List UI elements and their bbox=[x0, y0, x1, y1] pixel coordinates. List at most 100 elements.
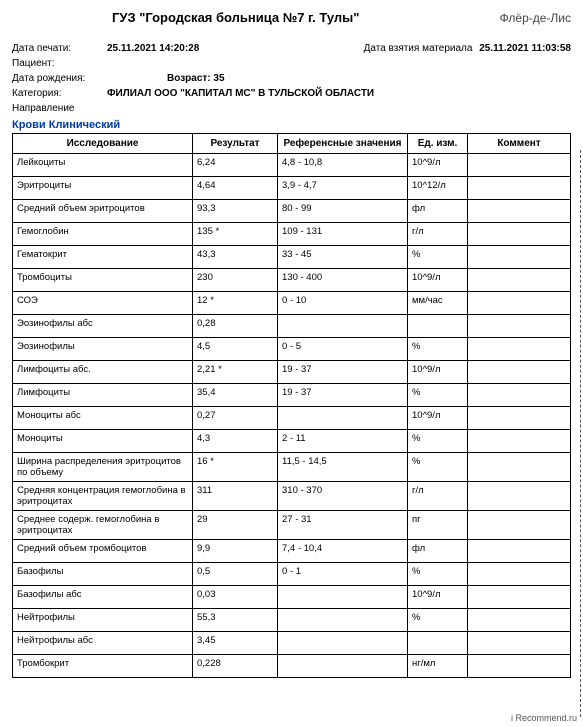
col-study: Исследование bbox=[13, 134, 193, 154]
cell bbox=[468, 453, 571, 482]
cell bbox=[468, 177, 571, 200]
cell: Тромбоциты bbox=[13, 269, 193, 292]
col-comment: Коммент bbox=[468, 134, 571, 154]
col-reference: Референсные значения bbox=[278, 134, 408, 154]
cell: % bbox=[408, 430, 468, 453]
cell bbox=[468, 407, 571, 430]
cell bbox=[278, 315, 408, 338]
cell: 310 - 370 bbox=[278, 482, 408, 511]
cell: г/л bbox=[408, 223, 468, 246]
cell: % bbox=[408, 338, 468, 361]
table-row: Гемоглобин135 *109 - 131г/л bbox=[13, 223, 571, 246]
cell: фл bbox=[408, 200, 468, 223]
cell: 311 bbox=[193, 482, 278, 511]
cell bbox=[468, 223, 571, 246]
watermark-top: Флёр-де-Лис bbox=[500, 11, 571, 25]
cell: 0,28 bbox=[193, 315, 278, 338]
cell: 0,228 bbox=[193, 655, 278, 678]
cell: Базофилы bbox=[13, 563, 193, 586]
cell: 0 - 10 bbox=[278, 292, 408, 315]
cell: 4,3 bbox=[193, 430, 278, 453]
cell: % bbox=[408, 453, 468, 482]
cell bbox=[468, 632, 571, 655]
category-value: ФИЛИАЛ ООО "КАПИТАЛ МС" В ТУЛЬСКОЙ ОБЛАС… bbox=[107, 88, 374, 99]
cell: Базофилы абс bbox=[13, 586, 193, 609]
cell: Эозинофилы bbox=[13, 338, 193, 361]
sample-date-label: Дата взятия материала bbox=[364, 43, 473, 54]
cell: мм/час bbox=[408, 292, 468, 315]
cell: Гематокрит bbox=[13, 246, 193, 269]
cell: Средний объем тромбоцитов bbox=[13, 540, 193, 563]
cell: Эритроциты bbox=[13, 177, 193, 200]
table-row: Тромбокрит0,228 нг/мл bbox=[13, 655, 571, 678]
cell: 0,03 bbox=[193, 586, 278, 609]
cell: 10^12/л bbox=[408, 177, 468, 200]
table-row: Базофилы0,50 - 1% bbox=[13, 563, 571, 586]
cell: 12 * bbox=[193, 292, 278, 315]
cell bbox=[468, 269, 571, 292]
cell: 10^9/л bbox=[408, 361, 468, 384]
cell: 10^9/л bbox=[408, 407, 468, 430]
table-row: Моноциты4,32 - 11% bbox=[13, 430, 571, 453]
cell bbox=[468, 292, 571, 315]
cell: 0,5 bbox=[193, 563, 278, 586]
print-date-label: Дата печати: bbox=[12, 43, 107, 54]
cell bbox=[468, 154, 571, 177]
cell bbox=[468, 609, 571, 632]
table-row: СОЭ12 *0 - 10мм/час bbox=[13, 292, 571, 315]
cell: 0,27 bbox=[193, 407, 278, 430]
cell bbox=[468, 655, 571, 678]
cell: Ширина распределения эритроцитов по объе… bbox=[13, 453, 193, 482]
patient-label: Пациент: bbox=[12, 58, 107, 69]
cell bbox=[468, 586, 571, 609]
direction-label: Направление bbox=[12, 103, 107, 114]
cell: Эозинофилы абс bbox=[13, 315, 193, 338]
cell: 4,5 bbox=[193, 338, 278, 361]
cell: Тромбокрит bbox=[13, 655, 193, 678]
cell bbox=[468, 200, 571, 223]
cell: % bbox=[408, 609, 468, 632]
cell: % bbox=[408, 563, 468, 586]
cell bbox=[278, 407, 408, 430]
cell: 6,24 bbox=[193, 154, 278, 177]
cell: 43,3 bbox=[193, 246, 278, 269]
cell: Нейтрофилы абс bbox=[13, 632, 193, 655]
cell: 93,3 bbox=[193, 200, 278, 223]
age-value: Возраст: 35 bbox=[167, 73, 225, 84]
table-row: Средний объем тромбоцитов9,97,4 - 10,4фл bbox=[13, 540, 571, 563]
cell: 33 - 45 bbox=[278, 246, 408, 269]
cell: Гемоглобин bbox=[13, 223, 193, 246]
col-unit: Ед. изм. bbox=[408, 134, 468, 154]
results-table: Исследование Результат Референсные значе… bbox=[12, 133, 571, 678]
cell: 35,4 bbox=[193, 384, 278, 407]
cell: 130 - 400 bbox=[278, 269, 408, 292]
cell: 230 bbox=[193, 269, 278, 292]
table-row: Лейкоциты6,244,8 - 10,810^9/л bbox=[13, 154, 571, 177]
section-title: Крови Клинический bbox=[12, 119, 571, 131]
cell bbox=[278, 632, 408, 655]
table-row: Ширина распределения эритроцитов по объе… bbox=[13, 453, 571, 482]
cell: 10^9/л bbox=[408, 586, 468, 609]
cell bbox=[468, 540, 571, 563]
cell: 27 - 31 bbox=[278, 511, 408, 540]
table-row: Лимфоциты абс.2,21 *19 - 3710^9/л bbox=[13, 361, 571, 384]
cell: 80 - 99 bbox=[278, 200, 408, 223]
cell bbox=[468, 430, 571, 453]
cell: Лимфоциты bbox=[13, 384, 193, 407]
footer-watermark: i Recommend.ru bbox=[511, 713, 577, 723]
table-row: Эозинофилы4,50 - 5% bbox=[13, 338, 571, 361]
table-row: Эозинофилы абс0,28 bbox=[13, 315, 571, 338]
cell: Лимфоциты абс. bbox=[13, 361, 193, 384]
cell: 9,9 bbox=[193, 540, 278, 563]
cell: Среднее содерж. гемоглобина в эритроцита… bbox=[13, 511, 193, 540]
cell: 19 - 37 bbox=[278, 384, 408, 407]
cell: нг/мл bbox=[408, 655, 468, 678]
page-cut-line bbox=[580, 150, 581, 717]
table-row: Моноциты абс0,2710^9/л bbox=[13, 407, 571, 430]
table-row: Гематокрит43,333 - 45% bbox=[13, 246, 571, 269]
sample-date-value: 25.11.2021 11:03:58 bbox=[479, 43, 571, 54]
cell: 3,9 - 4,7 bbox=[278, 177, 408, 200]
cell bbox=[408, 632, 468, 655]
table-row: Лимфоциты35,419 - 37% bbox=[13, 384, 571, 407]
table-row: Средний объем эритроцитов93,380 - 99фл bbox=[13, 200, 571, 223]
